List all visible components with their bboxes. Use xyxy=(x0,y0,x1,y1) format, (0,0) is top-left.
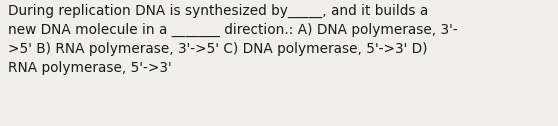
Text: During replication DNA is synthesized by_____, and it builds a
new DNA molecule : During replication DNA is synthesized by… xyxy=(8,4,458,75)
